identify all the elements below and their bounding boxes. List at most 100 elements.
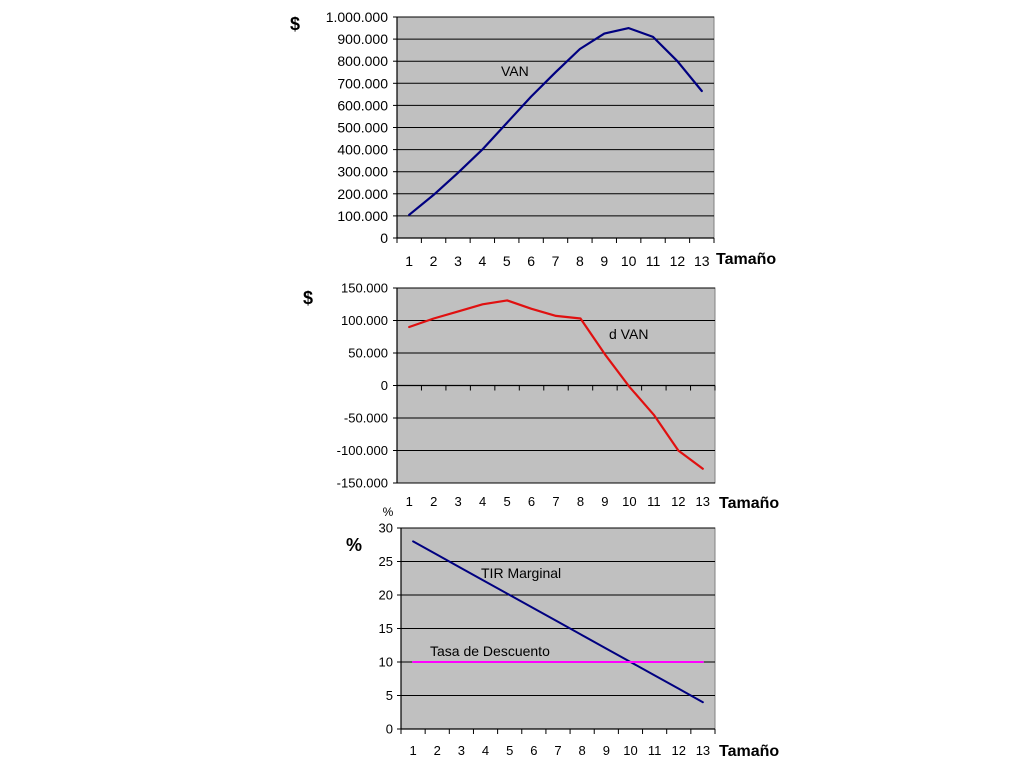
data-point bbox=[654, 674, 656, 677]
x-tick-label: 2 bbox=[430, 253, 438, 269]
x-tick-label: 1 bbox=[406, 494, 413, 509]
data-point bbox=[555, 315, 557, 317]
data-point bbox=[605, 648, 607, 650]
data-point bbox=[506, 122, 508, 124]
y-axis-label: % bbox=[346, 535, 362, 555]
data-point bbox=[604, 353, 606, 355]
y-tick-label: 800.000 bbox=[337, 53, 388, 69]
data-point bbox=[629, 661, 632, 663]
data-point bbox=[482, 303, 484, 305]
x-tick-label: 12 bbox=[671, 494, 685, 509]
data-point bbox=[530, 308, 533, 310]
data-point bbox=[628, 386, 630, 388]
y-tick-label: 600.000 bbox=[337, 97, 388, 113]
data-point bbox=[557, 621, 559, 623]
series-label: VAN bbox=[501, 63, 529, 79]
x-tick-label: 7 bbox=[552, 253, 560, 269]
data-point bbox=[677, 449, 679, 452]
x-tick-label: 5 bbox=[503, 253, 511, 269]
x-tick-label: 4 bbox=[482, 743, 489, 758]
series-label: TIR Marginal bbox=[481, 565, 561, 581]
x-tick-label: 10 bbox=[621, 253, 637, 269]
y-tick-label: 900.000 bbox=[337, 31, 388, 47]
x-tick-label: 6 bbox=[527, 253, 535, 269]
y-tick-label: 20 bbox=[379, 588, 393, 603]
data-point bbox=[436, 554, 438, 556]
x-tick-label: 13 bbox=[694, 253, 710, 269]
data-point bbox=[581, 661, 583, 663]
data-point bbox=[481, 149, 483, 151]
data-point bbox=[701, 90, 703, 92]
y-tick-label: 0 bbox=[381, 378, 388, 393]
x-tick-label: 8 bbox=[579, 743, 586, 758]
data-point bbox=[654, 661, 656, 663]
data-point bbox=[678, 661, 680, 663]
x-tick-label: 11 bbox=[647, 494, 661, 509]
data-point bbox=[457, 172, 459, 174]
data-point bbox=[579, 48, 581, 50]
y-tick-label: 700.000 bbox=[337, 75, 388, 91]
data-point bbox=[506, 299, 508, 301]
data-point bbox=[509, 661, 511, 663]
x-tick-label: 2 bbox=[434, 743, 441, 758]
data-point bbox=[509, 594, 511, 596]
data-point bbox=[628, 27, 630, 29]
van-chart: 0 100.000 200.000 300.000 400.000 500.000 600.… bbox=[290, 9, 776, 269]
data-point bbox=[460, 567, 462, 569]
x-tick-label: 10 bbox=[622, 494, 636, 509]
data-point bbox=[432, 194, 435, 196]
data-point bbox=[676, 60, 679, 62]
data-point bbox=[678, 688, 680, 690]
x-tick-label: 11 bbox=[646, 253, 661, 269]
x-tick-label: 3 bbox=[455, 494, 462, 509]
y-tick-label: 30 bbox=[379, 521, 393, 536]
data-point bbox=[412, 540, 414, 543]
data-point bbox=[460, 661, 462, 663]
x-tick-label: 5 bbox=[503, 494, 510, 509]
x-axis-label: Tamaño bbox=[719, 495, 779, 512]
data-point bbox=[533, 661, 535, 663]
x-tick-label: 8 bbox=[576, 253, 584, 269]
y-axis-label: $ bbox=[303, 288, 313, 308]
y-tick-label: -100.000 bbox=[337, 443, 388, 458]
d-van-chart: -150.000 -100.000 -50.000 0 50.000 100.000 150… bbox=[303, 281, 779, 512]
data-point bbox=[557, 661, 559, 663]
x-tick-label: 9 bbox=[603, 743, 610, 758]
unit-label: % bbox=[383, 505, 394, 519]
x-tick-label: 2 bbox=[430, 494, 437, 509]
y-tick-label: 1.000.000 bbox=[326, 9, 388, 25]
y-tick-label: 0 bbox=[380, 230, 388, 246]
data-point bbox=[457, 310, 459, 312]
data-point bbox=[653, 414, 655, 416]
y-tick-label: 500.000 bbox=[337, 120, 388, 136]
data-point bbox=[702, 661, 704, 663]
y-tick-label: 300.000 bbox=[337, 164, 388, 180]
data-point bbox=[652, 36, 654, 38]
y-tick-label: 200.000 bbox=[337, 186, 388, 202]
x-tick-label: 3 bbox=[458, 743, 465, 758]
data-point bbox=[408, 326, 410, 328]
x-tick-label: 9 bbox=[601, 494, 608, 509]
data-point bbox=[554, 71, 557, 73]
series-label: Tasa de Descuento bbox=[430, 643, 550, 659]
y-tick-label: -150.000 bbox=[337, 476, 388, 491]
y-tick-label: 100.000 bbox=[341, 313, 388, 328]
x-tick-label: 5 bbox=[506, 743, 513, 758]
x-tick-label: 6 bbox=[530, 743, 537, 758]
x-tick-label: 13 bbox=[696, 494, 710, 509]
data-point bbox=[702, 701, 704, 703]
x-tick-label: 10 bbox=[623, 743, 637, 758]
data-point bbox=[579, 317, 582, 320]
y-tick-label: 100.000 bbox=[337, 208, 388, 224]
x-tick-label: 12 bbox=[670, 253, 686, 269]
y-tick-label: 15 bbox=[379, 621, 393, 636]
y-tick-label: 0 bbox=[386, 722, 393, 737]
data-point bbox=[605, 661, 607, 663]
x-tick-label: 11 bbox=[648, 743, 662, 758]
y-tick-label: 25 bbox=[379, 554, 393, 569]
y-tick-label: 400.000 bbox=[337, 142, 388, 158]
y-tick-label: -50.000 bbox=[344, 411, 388, 426]
y-tick-label: 50.000 bbox=[348, 346, 388, 361]
